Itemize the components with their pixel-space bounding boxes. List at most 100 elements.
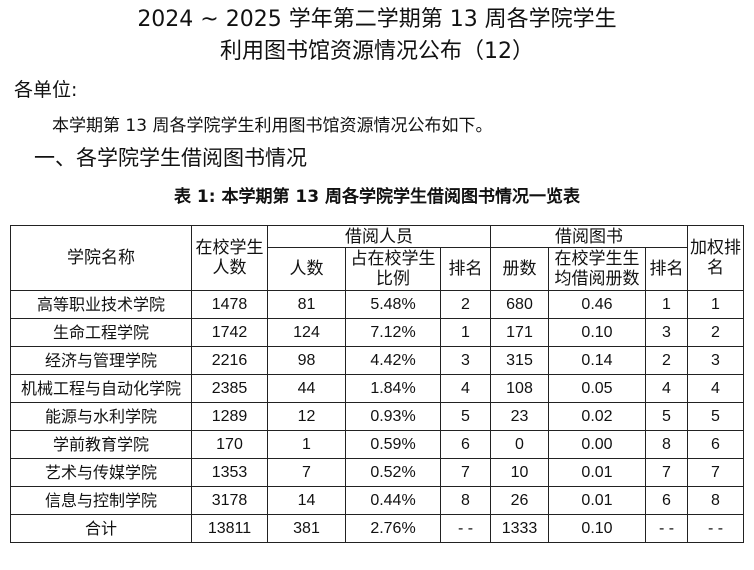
cell-books-rank: 4 <box>646 375 688 403</box>
cell-students: 2216 <box>192 347 268 375</box>
table-row: 艺术与传媒学院 1353 7 0.52% 7 10 0.01 7 7 <box>11 459 744 487</box>
cell-college: 机械工程与自动化学院 <box>11 375 192 403</box>
cell-ratio: 0.93% <box>346 403 441 431</box>
cell-ratio: 4.42% <box>346 347 441 375</box>
cell-weighted-rank: 5 <box>688 403 744 431</box>
cell-avg: 0.01 <box>549 459 646 487</box>
header-weighted-rank: 加权排名 <box>688 226 744 291</box>
header-college: 学院名称 <box>11 226 192 291</box>
cell-books: 0 <box>491 431 549 459</box>
cell-college: 艺术与传媒学院 <box>11 459 192 487</box>
cell-borrowers: 12 <box>268 403 346 431</box>
header-books-count: 册数 <box>491 248 549 291</box>
cell-college: 能源与水利学院 <box>11 403 192 431</box>
borrowing-table: 学院名称 在校学生人数 借阅人员 借阅图书 加权排名 人数 占在校学生比例 排名… <box>10 225 744 543</box>
cell-students: 1742 <box>192 319 268 347</box>
cell-students: 3178 <box>192 487 268 515</box>
cell-borrowers-rank: 3 <box>441 347 491 375</box>
document-title-line-1: 2024 ~ 2025 学年第二学期第 13 周各学院学生 <box>0 6 754 34</box>
cell-students: 1289 <box>192 403 268 431</box>
cell-books: 23 <box>491 403 549 431</box>
table-row: 学前教育学院 170 1 0.59% 6 0 0.00 8 6 <box>11 431 744 459</box>
cell-weighted-rank: 6 <box>688 431 744 459</box>
cell-books-rank: - - <box>646 515 688 543</box>
table-row: 高等职业技术学院 1478 81 5.48% 2 680 0.46 1 1 <box>11 291 744 319</box>
cell-books: 171 <box>491 319 549 347</box>
cell-avg: 0.00 <box>549 431 646 459</box>
cell-books: 108 <box>491 375 549 403</box>
cell-borrowers: 124 <box>268 319 346 347</box>
section-heading: 一、各学院学生借阅图书情况 <box>34 146 307 170</box>
cell-books-rank: 3 <box>646 319 688 347</box>
intro-paragraph: 本学期第 13 周各学院学生利用图书馆资源情况公布如下。 <box>52 114 492 138</box>
cell-borrowers: 81 <box>268 291 346 319</box>
cell-books-rank: 8 <box>646 431 688 459</box>
cell-avg: 0.01 <box>549 487 646 515</box>
cell-ratio: 2.76% <box>346 515 441 543</box>
cell-students: 170 <box>192 431 268 459</box>
cell-weighted-rank: 2 <box>688 319 744 347</box>
cell-weighted-rank: 8 <box>688 487 744 515</box>
cell-students: 13811 <box>192 515 268 543</box>
cell-ratio: 0.52% <box>346 459 441 487</box>
cell-ratio: 7.12% <box>346 319 441 347</box>
cell-students: 1353 <box>192 459 268 487</box>
table-row-total: 合计 13811 381 2.76% - - 1333 0.10 - - - - <box>11 515 744 543</box>
cell-borrowers: 381 <box>268 515 346 543</box>
cell-borrowers-rank: 7 <box>441 459 491 487</box>
cell-books: 26 <box>491 487 549 515</box>
cell-weighted-rank: 7 <box>688 459 744 487</box>
cell-weighted-rank: 3 <box>688 347 744 375</box>
cell-borrowers-rank: 2 <box>441 291 491 319</box>
cell-avg: 0.14 <box>549 347 646 375</box>
cell-avg: 0.10 <box>549 515 646 543</box>
cell-avg: 0.02 <box>549 403 646 431</box>
document-title-line-2: 利用图书馆资源情况公布（12） <box>0 38 754 66</box>
cell-ratio: 5.48% <box>346 291 441 319</box>
cell-books-rank: 2 <box>646 347 688 375</box>
header-borrowers-count: 人数 <box>268 248 346 291</box>
cell-avg: 0.05 <box>549 375 646 403</box>
cell-weighted-rank: - - <box>688 515 744 543</box>
salutation: 各单位: <box>14 78 77 102</box>
cell-college: 高等职业技术学院 <box>11 291 192 319</box>
header-students: 在校学生人数 <box>192 226 268 291</box>
cell-ratio: 0.44% <box>346 487 441 515</box>
header-books-group: 借阅图书 <box>491 226 688 248</box>
cell-borrowers-rank: 6 <box>441 431 491 459</box>
header-borrowers-group: 借阅人员 <box>268 226 491 248</box>
cell-weighted-rank: 1 <box>688 291 744 319</box>
cell-college: 生命工程学院 <box>11 319 192 347</box>
cell-borrowers-rank: 8 <box>441 487 491 515</box>
cell-borrowers-rank: - - <box>441 515 491 543</box>
cell-books: 10 <box>491 459 549 487</box>
cell-borrowers-rank: 5 <box>441 403 491 431</box>
cell-avg: 0.46 <box>549 291 646 319</box>
cell-college: 信息与控制学院 <box>11 487 192 515</box>
cell-books: 315 <box>491 347 549 375</box>
table-row: 经济与管理学院 2216 98 4.42% 3 315 0.14 2 3 <box>11 347 744 375</box>
cell-ratio: 1.84% <box>346 375 441 403</box>
cell-students: 1478 <box>192 291 268 319</box>
cell-college: 经济与管理学院 <box>11 347 192 375</box>
cell-ratio: 0.59% <box>346 431 441 459</box>
cell-avg: 0.10 <box>549 319 646 347</box>
table-row: 能源与水利学院 1289 12 0.93% 5 23 0.02 5 5 <box>11 403 744 431</box>
cell-college: 合计 <box>11 515 192 543</box>
cell-borrowers-rank: 1 <box>441 319 491 347</box>
table-row: 机械工程与自动化学院 2385 44 1.84% 4 108 0.05 4 4 <box>11 375 744 403</box>
cell-borrowers-rank: 4 <box>441 375 491 403</box>
cell-borrowers: 1 <box>268 431 346 459</box>
header-borrowers-ratio: 占在校学生比例 <box>346 248 441 291</box>
cell-books-rank: 1 <box>646 291 688 319</box>
header-borrowers-rank: 排名 <box>441 248 491 291</box>
header-books-rank: 排名 <box>646 248 688 291</box>
table-row: 信息与控制学院 3178 14 0.44% 8 26 0.01 6 8 <box>11 487 744 515</box>
cell-borrowers: 14 <box>268 487 346 515</box>
cell-borrowers: 98 <box>268 347 346 375</box>
cell-books-rank: 5 <box>646 403 688 431</box>
cell-borrowers: 7 <box>268 459 346 487</box>
cell-college: 学前教育学院 <box>11 431 192 459</box>
table-row: 生命工程学院 1742 124 7.12% 1 171 0.10 3 2 <box>11 319 744 347</box>
cell-books-rank: 7 <box>646 459 688 487</box>
